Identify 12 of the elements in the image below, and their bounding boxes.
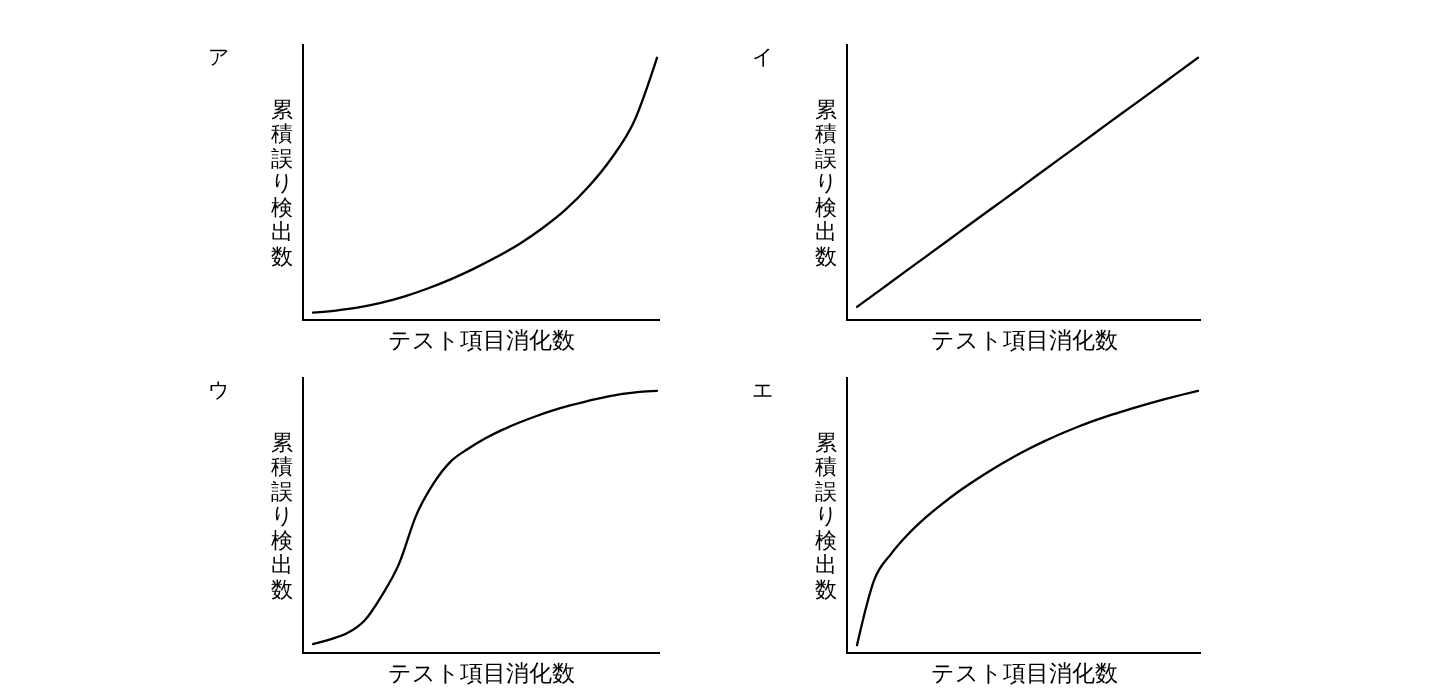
y-axis-title: 累積誤り検出数 (814, 429, 838, 602)
chart-title: イ (752, 45, 774, 69)
x-axis-title: テスト項目消化数 (388, 660, 575, 686)
chart-title: ア (208, 45, 230, 69)
y-axis-title: 累積誤り検出数 (814, 96, 838, 269)
x-axis-title: テスト項目消化数 (930, 660, 1118, 686)
x-axis-title: テスト項目消化数 (930, 327, 1118, 353)
chart-title: ウ (208, 378, 230, 402)
y-axis-title: 累積誤り検出数 (270, 96, 294, 269)
chart-title: エ (752, 378, 774, 402)
x-axis-title: テスト項目消化数 (388, 327, 575, 353)
y-axis-title: 累積誤り検出数 (270, 429, 294, 602)
